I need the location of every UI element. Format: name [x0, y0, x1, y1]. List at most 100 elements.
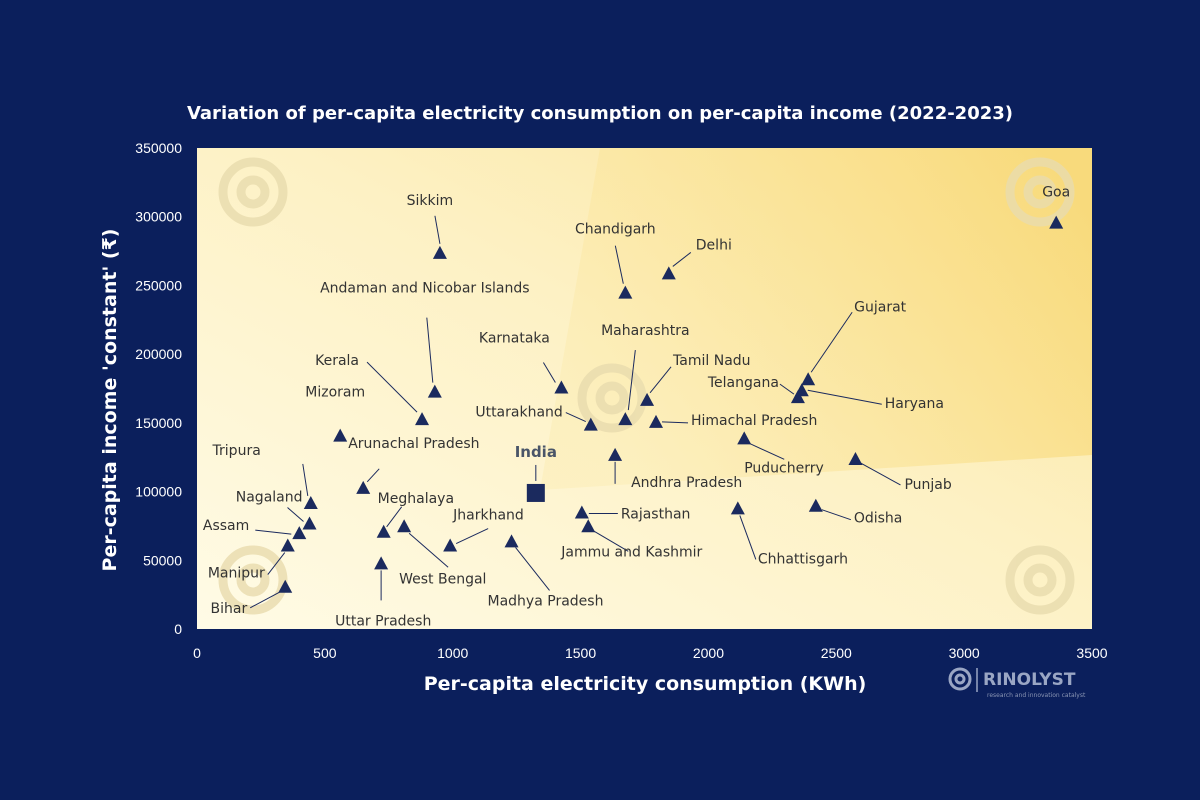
data-point-marker — [581, 519, 596, 533]
x-tick-label: 0 — [193, 645, 201, 661]
data-point-marker — [640, 392, 655, 406]
x-tick-label: 1000 — [437, 645, 468, 661]
data-point-label: Rajasthan — [621, 507, 691, 523]
leader-line — [267, 552, 286, 575]
brand-logo: RINOLYST research and innovation catalys… — [948, 667, 1086, 699]
data-point-marker — [649, 414, 664, 428]
data-point-label: Bihar — [211, 601, 248, 617]
data-point-label: Gujarat — [854, 299, 907, 315]
leader-line — [807, 389, 882, 405]
y-tick-label: 0 — [174, 621, 182, 637]
data-point-label: Telangana — [707, 375, 779, 391]
data-point-label: Odisha — [854, 511, 903, 527]
data-point-marker — [661, 266, 676, 280]
leader-line — [408, 532, 449, 568]
x-tick-label: 2000 — [693, 645, 724, 661]
leader-line — [672, 252, 692, 267]
data-point-marker — [303, 495, 318, 509]
data-point-marker — [583, 417, 598, 431]
leader-line — [366, 361, 418, 413]
data-point-label: Punjab — [904, 477, 951, 493]
data-point-label: Goa — [1042, 185, 1070, 201]
data-point-label: Jammu and Kashmir — [560, 544, 702, 560]
data-point-label: Andhra Pradesh — [631, 475, 742, 491]
x-tick-label: 2500 — [821, 645, 852, 661]
india-marker — [526, 483, 545, 502]
y-tick-label: 350000 — [135, 140, 182, 156]
watermark-logo-icon — [218, 157, 1075, 615]
data-point-marker — [415, 412, 430, 426]
data-point-label: Uttar Pradesh — [335, 613, 431, 629]
data-point-marker — [292, 526, 307, 540]
data-point-marker — [374, 556, 389, 570]
data-point-marker — [397, 519, 412, 533]
leader-line — [302, 463, 309, 497]
y-axis-label: Per-capita income 'constant' (₹) — [99, 229, 121, 572]
leader-line — [749, 442, 785, 460]
x-tick-label: 500 — [313, 645, 337, 661]
leader-line — [860, 462, 901, 486]
data-point-label: Andaman and Nicobar Islands — [320, 281, 530, 297]
data-labels: Goa Sikkim Chandigarh Delhi Gujarat Haryana Te… — [203, 185, 1070, 630]
data-point-marker — [278, 579, 293, 593]
leader-line — [821, 509, 851, 521]
data-point-marker — [618, 412, 633, 426]
brand-logo-icon — [948, 667, 972, 691]
india-label: India — [515, 443, 557, 461]
leader-line — [426, 317, 434, 383]
data-point-label: Tamil Nadu — [672, 353, 751, 369]
leader-line — [434, 215, 441, 244]
leader-line — [515, 547, 550, 591]
leader-line — [593, 530, 629, 552]
data-point-label: West Bengal — [399, 571, 486, 587]
data-point-label: Arunachal Pradesh — [348, 436, 479, 452]
leader-line — [627, 350, 636, 411]
data-point-marker — [730, 501, 745, 515]
leader-line — [249, 591, 281, 609]
data-point-label: Chandigarh — [575, 222, 656, 238]
data-point-label: Madhya Pradesh — [488, 593, 604, 609]
leader-line — [386, 506, 403, 528]
data-point-label: Assam — [203, 518, 249, 534]
leader-line — [739, 515, 757, 560]
leader-line — [455, 528, 489, 544]
data-point-marker — [608, 447, 623, 461]
data-point-marker — [1049, 215, 1064, 229]
leader-line — [810, 311, 853, 373]
data-point-marker — [376, 524, 391, 538]
data-point-label: Himachal Pradesh — [691, 413, 817, 429]
data-point-label: Manipur — [208, 566, 265, 582]
data-point-label: Puducherry — [744, 460, 824, 476]
leader-line — [614, 245, 624, 284]
brand-tagline: research and innovation catalyst — [987, 692, 1086, 699]
data-point-marker — [618, 285, 633, 299]
data-point-label: Kerala — [315, 353, 359, 369]
data-point-marker — [848, 451, 863, 465]
data-point-marker — [737, 431, 752, 445]
data-point-marker — [356, 480, 371, 494]
y-tick-label: 50000 — [143, 552, 182, 568]
data-point-marker — [808, 498, 823, 512]
data-point-label: Chhattisgarh — [758, 551, 848, 567]
y-tick-label: 150000 — [135, 415, 182, 431]
data-point-marker — [504, 534, 519, 548]
x-tick-label: 3000 — [949, 645, 980, 661]
leader-lines — [249, 215, 901, 609]
data-point-label: Meghalaya — [378, 491, 454, 507]
data-point-marker — [432, 245, 447, 259]
data-markers — [278, 215, 1064, 593]
brand-name: RINOLYST — [983, 670, 1076, 690]
leader-line — [287, 507, 304, 522]
data-point-label: Mizoram — [305, 385, 365, 401]
data-point-label: Nagaland — [236, 490, 303, 506]
plot-highlight-wedge — [540, 148, 1092, 490]
data-point-label: Tripura — [212, 443, 261, 459]
leader-line — [649, 366, 672, 394]
data-point-label: Karnataka — [479, 331, 550, 347]
leader-line — [565, 412, 587, 423]
data-point-marker — [280, 538, 295, 552]
data-point-marker — [302, 516, 317, 530]
x-tick-label: 3500 — [1076, 645, 1107, 661]
data-point-marker — [427, 384, 442, 398]
